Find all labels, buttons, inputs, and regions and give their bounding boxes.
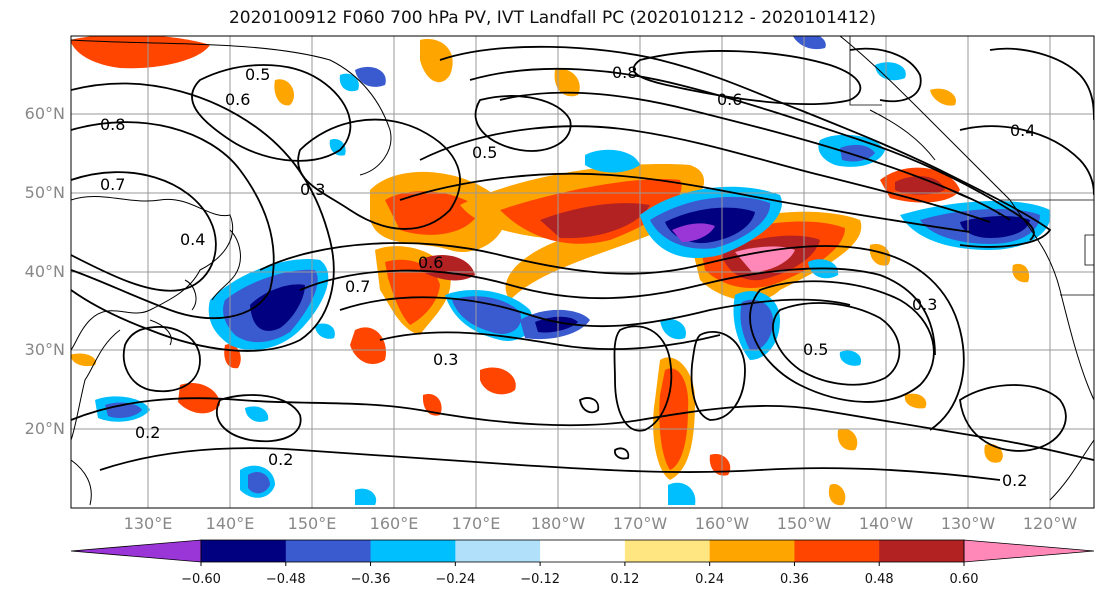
lat-label-40n: 40°N	[24, 262, 65, 281]
colorbar-tick-label: −0.36	[350, 572, 391, 587]
colorbar-tick-label: −0.60	[181, 572, 221, 587]
contour-label: 0.6	[225, 90, 250, 109]
colorbar-tick-label: −0.24	[435, 572, 476, 587]
colorbar-tick-label: 0.36	[779, 572, 809, 587]
lon-label: 170°W	[612, 514, 668, 533]
colorbar-tick-label: 0.12	[610, 572, 640, 587]
lon-label: 140°E	[205, 514, 255, 533]
map-title: 2020100912 F060 700 hPa PV, IVT Landfall…	[228, 8, 876, 28]
contour-label: 0.6	[717, 90, 742, 109]
contour-label: 0.4	[180, 230, 205, 249]
contour-label: 0.8	[100, 115, 125, 134]
graticule	[71, 36, 1094, 508]
lon-label: 160°E	[369, 514, 419, 533]
lon-label: 130°W	[940, 514, 996, 533]
lon-label: 150°E	[287, 514, 337, 533]
contour-label: 0.7	[345, 277, 370, 296]
contour-label: 0.3	[300, 180, 325, 199]
lon-label: 160°W	[694, 514, 750, 533]
lon-label: 140°W	[858, 514, 914, 533]
colorbar-tick-label: 0.60	[949, 572, 979, 587]
contour-label: 0.4	[1010, 121, 1035, 140]
contour-label: 0.2	[135, 423, 160, 442]
lat-label-30n: 30°N	[24, 340, 65, 359]
lon-label: 150°W	[776, 514, 832, 533]
contour-label: 0.3	[912, 295, 937, 314]
colorbar-tick-label: 0.48	[864, 572, 894, 587]
lon-label: 120°W	[1022, 514, 1078, 533]
lon-label: 180°W	[530, 514, 586, 533]
ivt-contours	[71, 45, 1094, 481]
lat-label-50n: 50°N	[24, 183, 65, 202]
lon-label: 170°E	[451, 514, 501, 533]
borders	[849, 36, 1094, 296]
contour-label: 0.3	[433, 350, 458, 369]
contour-label: 0.2	[268, 450, 293, 469]
contour-label: 0.5	[472, 143, 497, 162]
lon-label: 130°E	[123, 514, 173, 533]
colorbar-tick-label: −0.48	[265, 572, 306, 587]
contour-label: 0.2	[1002, 471, 1027, 490]
contour-label: 0.7	[100, 175, 125, 194]
contour-label: 0.5	[803, 340, 828, 359]
contour-label: 0.8	[612, 63, 637, 82]
lat-label-60n: 60°N	[24, 104, 65, 123]
lat-label-20n: 20°N	[24, 419, 65, 438]
contour-labels: 0.8 0.7 0.6 0.5 0.4 0.3 0.2 0.8 0.6 0.5 …	[100, 63, 1035, 490]
map-frame	[70, 35, 1095, 509]
contour-label: 0.6	[418, 253, 443, 272]
anomaly-shading	[71, 36, 1051, 506]
contour-label: 0.5	[245, 65, 270, 84]
colorbar-tick-label: 0.24	[695, 572, 725, 587]
colorbar-tick-label: −0.12	[520, 572, 561, 587]
